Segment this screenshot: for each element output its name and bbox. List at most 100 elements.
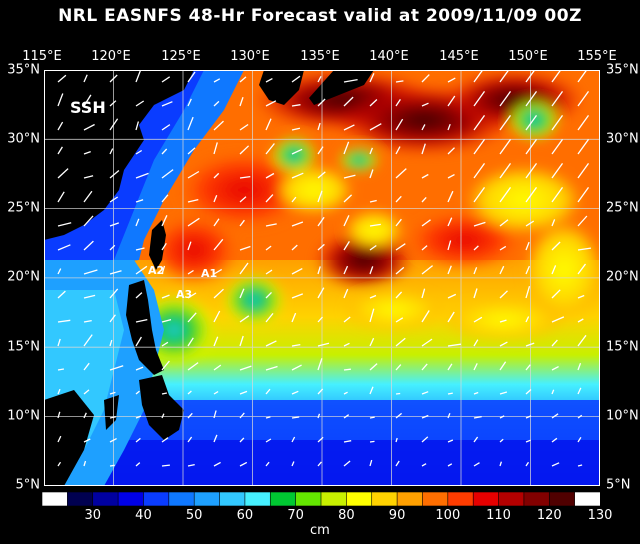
current-vector (317, 216, 325, 227)
current-vector (421, 196, 427, 203)
current-vector (473, 415, 482, 419)
current-vector (369, 416, 375, 419)
current-vector (369, 199, 377, 203)
current-vector (551, 389, 555, 395)
current-vector (343, 288, 349, 299)
current-vector (161, 76, 171, 83)
current-vector (291, 312, 297, 323)
current-vector (161, 294, 170, 299)
current-vector (369, 440, 375, 443)
current-vector (317, 98, 326, 107)
colorbar-tick-label: 100 (435, 508, 461, 523)
current-vector (551, 115, 564, 131)
current-vector (57, 191, 65, 203)
colorbar-swatch (396, 492, 424, 507)
current-vector (83, 74, 88, 83)
colorbar-swatch (371, 492, 398, 507)
current-vector (265, 172, 275, 179)
current-vector (317, 461, 322, 467)
current-vector (317, 171, 326, 179)
current-vector (239, 335, 244, 347)
current-vector (239, 437, 245, 443)
lat-label: 30°N (606, 131, 639, 147)
current-vector (447, 190, 454, 203)
current-vector (343, 215, 350, 227)
field-label: SSH (70, 98, 106, 117)
colorbar-swatch (320, 492, 347, 507)
current-vector (421, 74, 430, 83)
colorbar-tick-label: 120 (536, 508, 562, 523)
current-vector (447, 240, 452, 251)
current-vector (551, 289, 561, 299)
current-vector (473, 462, 480, 467)
current-vector (473, 91, 486, 107)
current-vector (473, 245, 479, 251)
current-vector (265, 194, 274, 203)
current-vector (135, 318, 148, 323)
current-vector (317, 316, 323, 323)
colorbar-units: cm (310, 523, 330, 538)
current-vector (551, 265, 557, 275)
current-vector (499, 70, 510, 83)
current-vector (135, 121, 140, 131)
current-vector (265, 269, 273, 275)
current-vector (187, 98, 192, 107)
current-vector (343, 174, 356, 179)
current-vector (135, 336, 142, 347)
current-vector (499, 139, 512, 155)
current-vector (525, 389, 532, 395)
current-vector (499, 341, 508, 347)
current-vector (473, 391, 479, 395)
current-vector (499, 415, 505, 419)
current-vector (421, 310, 430, 323)
current-vector (317, 287, 325, 299)
current-vector (551, 437, 558, 443)
current-vector (525, 316, 530, 323)
current-vector (577, 247, 591, 251)
current-vector (57, 268, 62, 275)
colorbar-swatch (168, 492, 195, 507)
current-vector (577, 70, 588, 83)
current-vector (57, 368, 65, 371)
current-vector (343, 414, 350, 419)
current-vector (317, 388, 324, 395)
current-vector (265, 223, 277, 227)
current-vector (577, 215, 588, 227)
current-vector (473, 115, 486, 131)
current-vector (291, 172, 304, 179)
current-vector (83, 412, 87, 419)
colorbar-swatch (219, 492, 246, 507)
current-vector (265, 416, 271, 419)
lat-label: 25°N (606, 200, 639, 216)
current-vector (135, 100, 145, 107)
current-vector (265, 291, 272, 299)
colorbar-swatch (422, 492, 449, 507)
current-vector (317, 75, 322, 83)
current-vector (109, 416, 117, 419)
colorbar-tick-label: 110 (486, 508, 511, 523)
current-vector (57, 388, 61, 395)
current-vector (421, 124, 426, 131)
current-vector (447, 463, 453, 467)
current-vector (551, 219, 556, 227)
current-vector (499, 438, 504, 443)
current-vector (239, 219, 245, 227)
current-vector (109, 100, 117, 107)
current-vector (291, 104, 301, 107)
current-vector (109, 438, 117, 443)
current-vector (57, 93, 64, 107)
lat-label: 5°N (606, 477, 631, 493)
current-vector (447, 265, 452, 275)
current-vector (187, 463, 195, 467)
current-vector (525, 220, 535, 227)
current-vector (551, 413, 559, 419)
colorbar-tick-label: 50 (185, 508, 203, 523)
current-vector (525, 364, 531, 371)
current-vector (291, 343, 301, 347)
current-vector (239, 245, 251, 251)
current-vector (109, 118, 119, 131)
current-vector (265, 461, 270, 467)
lon-label: 125°E (161, 49, 201, 64)
current-vector (551, 462, 560, 467)
current-vector (369, 223, 381, 227)
